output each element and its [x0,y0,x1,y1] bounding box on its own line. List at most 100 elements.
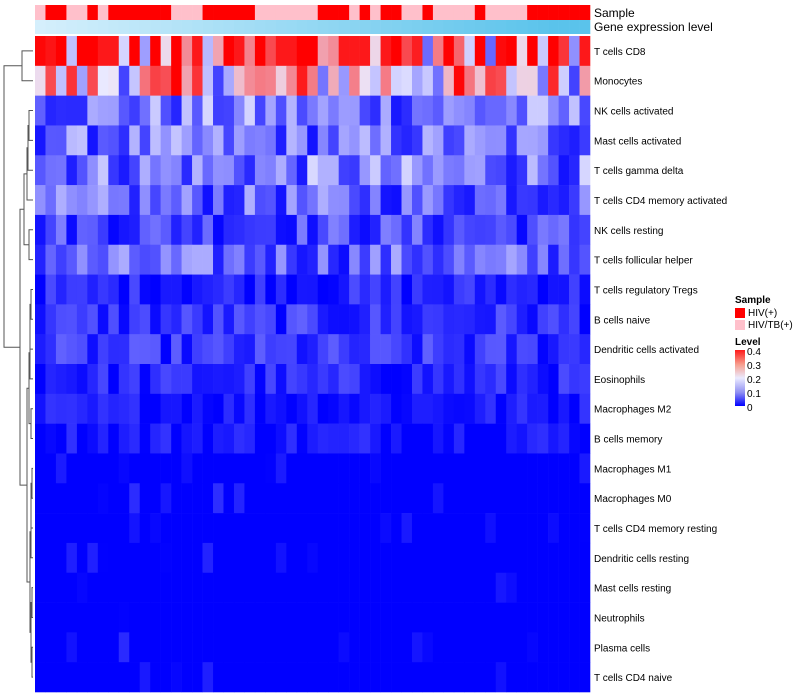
heatmap-cell [233,423,245,454]
heatmap-cell [527,304,538,335]
heatmap-cell [139,65,151,96]
heatmap-cell [286,602,298,633]
sample-cell [443,5,455,20]
heatmap-cell [181,662,193,693]
heatmap-cell [391,155,402,186]
heatmap-cell [370,95,381,126]
heatmap-cell [118,304,130,335]
heatmap-cell [233,334,245,365]
heatmap-cell [76,364,88,395]
sample-cell [129,5,141,20]
heatmap-cell [401,274,413,305]
heatmap-cell [495,542,507,574]
heatmap-cell [307,632,319,663]
heatmap-cell [45,185,57,216]
gene-level-cell [443,20,455,34]
heatmap-cell [87,393,99,424]
heatmap-cell [569,155,580,186]
heatmap-cell [411,483,423,514]
heatmap-cell [548,453,559,484]
heatmap-cell [87,304,99,335]
heatmap-cell [265,244,277,275]
gene-level-cell [181,20,193,34]
heatmap-cell [338,364,350,395]
heatmap-cell [296,274,308,305]
heatmap-cell [192,572,203,603]
heatmap-cell [548,602,559,633]
heatmap-cell [338,602,350,633]
row-label: NK cells activated [594,107,673,118]
heatmap-cell [558,632,570,663]
heatmap-cell [181,453,193,484]
heatmap-cell [569,185,580,216]
heatmap-cell [359,453,371,484]
heatmap-cell [443,364,455,395]
heatmap-cell [202,572,214,603]
heatmap-cell [432,513,444,544]
heatmap-cell [118,393,130,424]
heatmap-cell [537,513,549,544]
heatmap-cell [380,483,392,514]
heatmap-cell [579,662,591,693]
heatmap-cell [66,572,78,603]
heatmap-cell [286,334,298,365]
gene-level-cell [55,20,67,34]
heatmap-cell [558,662,570,693]
gene-level-cell [45,20,57,34]
heatmap-cell [349,572,360,603]
heatmap-cell [558,334,570,365]
heatmap-cell [558,65,570,96]
heatmap-cell [338,274,350,305]
heatmap-cell [537,214,549,246]
heatmap-cell [244,542,256,574]
heatmap-cell [118,483,130,514]
heatmap-cell [307,95,319,126]
heatmap-cell [506,632,517,663]
heatmap-cell [55,453,67,484]
heatmap-cell [45,95,57,126]
heatmap-cell [464,334,476,365]
heatmap-cell [254,95,266,126]
heatmap-cell [328,334,339,365]
heatmap-cell [150,632,161,663]
heatmap-cell [380,244,392,275]
heatmap-cell [55,423,67,454]
heatmap-cell [338,453,350,484]
heatmap-cell [66,453,78,484]
heatmap-cell [453,334,465,365]
sample-cell [254,5,266,20]
heatmap-cell [275,244,287,275]
heatmap-cell [181,274,193,305]
heatmap-cell [485,36,497,67]
heatmap-cell [129,602,141,633]
heatmap-cell [338,244,350,275]
sample-cell [495,5,507,20]
heatmap-cell [87,125,99,156]
heatmap-cell [202,364,214,395]
heatmap-cell [527,632,538,663]
heatmap-cell [443,36,455,67]
heatmap-cell [317,542,329,574]
row-label: Macrophages M1 [594,464,672,475]
heatmap-cell [286,393,298,424]
heatmap-cell [579,304,591,335]
heatmap-cell [328,602,339,633]
gene-level-cell [307,20,319,34]
heatmap-cell [391,662,402,693]
heatmap-cell [527,572,538,603]
heatmap-cell [35,662,46,693]
gene-level-cell [171,20,182,34]
heatmap-cell [275,155,287,186]
heatmap-cell [328,572,339,603]
heatmap-cell [244,423,256,454]
heatmap-cell [192,244,203,275]
gene-level-cell [411,20,423,34]
heatmap-cell [401,542,413,574]
heatmap-cell [391,572,402,603]
heatmap-cell [150,483,161,514]
heatmap-cell [286,185,298,216]
heatmap-cell [506,393,517,424]
gene-level-cell [422,20,434,34]
heatmap-cell [254,393,266,424]
heatmap-cell [569,304,580,335]
